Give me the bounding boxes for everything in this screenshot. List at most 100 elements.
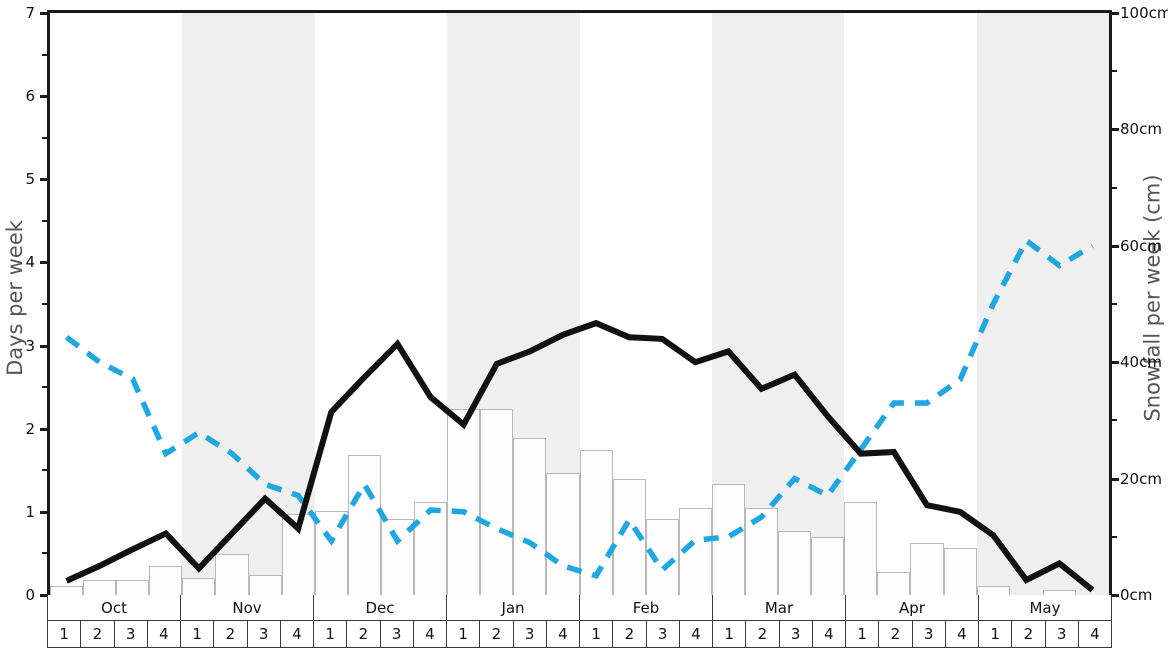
week-label: 2 — [1012, 621, 1046, 648]
month-label-feb: Feb — [580, 595, 713, 621]
left-tick-label: 1 — [25, 502, 35, 521]
right-tick-label: 0cm — [1120, 586, 1153, 604]
snowfall-dashed-line — [64, 236, 1094, 580]
table-row — [447, 408, 481, 595]
left-tick-label: 4 — [25, 253, 35, 272]
right-tick-mark — [1112, 594, 1119, 597]
right-tick-label: 100cm — [1120, 4, 1168, 22]
table-row — [976, 586, 1010, 595]
table-row — [380, 519, 415, 595]
month-band-may — [976, 13, 1109, 595]
table-row — [248, 574, 282, 595]
left-tick-mark — [40, 12, 47, 15]
left-tick-mark-minor — [42, 136, 47, 139]
week-label: 4 — [1078, 621, 1112, 648]
left-tick-mark — [40, 261, 47, 265]
table-row — [778, 530, 812, 595]
month-label-jan: Jan — [447, 595, 580, 621]
right-tick-label: 40cm — [1120, 353, 1162, 372]
right-axis-title: Snowfall per week (cm) — [1138, 0, 1168, 595]
series-lines — [64, 236, 1095, 593]
table-row — [347, 455, 381, 595]
table-row — [844, 501, 878, 595]
table-row — [546, 472, 580, 595]
left-tick-label: 7 — [25, 4, 35, 22]
table-row — [215, 554, 249, 595]
week-label: 4 — [413, 621, 447, 648]
week-label: 3 — [114, 621, 148, 648]
table-row — [83, 580, 117, 595]
left-tick-label: 2 — [25, 419, 35, 438]
week-label: 1 — [181, 621, 215, 648]
right-tick-label: 80cm — [1120, 120, 1162, 139]
left-tick-mark — [40, 427, 47, 431]
table-row — [513, 437, 547, 595]
right-tick-label: 20cm — [1120, 469, 1162, 488]
plot-inner — [50, 13, 1109, 595]
week-label: 4 — [812, 621, 846, 648]
table-row — [414, 501, 448, 595]
right-tick-mark — [1112, 244, 1119, 248]
table-row — [149, 565, 183, 595]
month-label-apr: Apr — [846, 595, 979, 621]
week-label: 2 — [347, 621, 381, 648]
left-tick-label: 6 — [25, 87, 35, 106]
left-tick-mark — [40, 510, 47, 514]
week-label: 2 — [214, 621, 248, 648]
week-label: 2 — [480, 621, 514, 648]
right-tick-mark-minor — [1112, 535, 1117, 538]
table-row — [943, 548, 977, 595]
left-tick-label: 5 — [25, 170, 35, 189]
week-label: 1 — [846, 621, 880, 648]
table-row — [50, 586, 84, 595]
right-tick-label: 60cm — [1120, 236, 1162, 255]
right-tick-mark-minor — [1112, 186, 1117, 189]
right-axis-title-text: Snowfall per week (cm) — [1141, 173, 1166, 422]
right-tick-mark-minor — [1112, 70, 1117, 73]
table-row — [744, 507, 779, 595]
left-tick-mark-minor — [42, 219, 47, 222]
left-tick-label: 3 — [25, 336, 35, 355]
month-label-nov: Nov — [181, 595, 314, 621]
week-label: 2 — [81, 621, 115, 648]
week-label: 2 — [879, 621, 913, 648]
month-label-may: May — [979, 595, 1112, 621]
month-label-dec: Dec — [314, 595, 447, 621]
right-tick-mark — [1112, 128, 1119, 132]
left-tick-mark — [40, 95, 47, 99]
week-label: 4 — [147, 621, 181, 648]
right-tick-mark — [1112, 477, 1119, 481]
left-tick-label: 0 — [25, 586, 35, 604]
week-label: 3 — [912, 621, 946, 648]
left-tick-mark — [40, 178, 47, 182]
month-label-row: Oct Nov Dec Jan Feb Mar Apr May — [47, 595, 1112, 621]
left-tick-mark — [40, 594, 47, 597]
month-label-mar: Mar — [713, 595, 846, 621]
week-label: 2 — [613, 621, 647, 648]
right-tick-mark — [1112, 361, 1119, 365]
table-row — [182, 577, 216, 595]
week-label: 1 — [580, 621, 614, 648]
table-row — [480, 408, 514, 595]
left-tick-mark-minor — [42, 552, 47, 555]
left-tick-mark-minor — [42, 469, 47, 472]
week-label: 1 — [447, 621, 481, 648]
right-tick-mark-minor — [1112, 303, 1117, 305]
week-label: 3 — [1045, 621, 1079, 648]
table-row — [910, 542, 944, 595]
week-label: 3 — [380, 621, 414, 648]
week-label: 4 — [546, 621, 580, 648]
week-label: 1 — [314, 621, 348, 648]
week-label: 1 — [713, 621, 747, 648]
table-row — [1042, 590, 1076, 595]
plot-area — [47, 10, 1112, 595]
left-tick-mark-minor — [42, 303, 47, 305]
left-tick-mark — [40, 344, 47, 348]
right-tick-mark-minor — [1112, 419, 1117, 422]
week-label: 3 — [779, 621, 813, 648]
week-label: 3 — [513, 621, 547, 648]
table-row — [116, 580, 150, 595]
week-label: 1 — [979, 621, 1013, 648]
right-tick-mark — [1112, 12, 1119, 15]
